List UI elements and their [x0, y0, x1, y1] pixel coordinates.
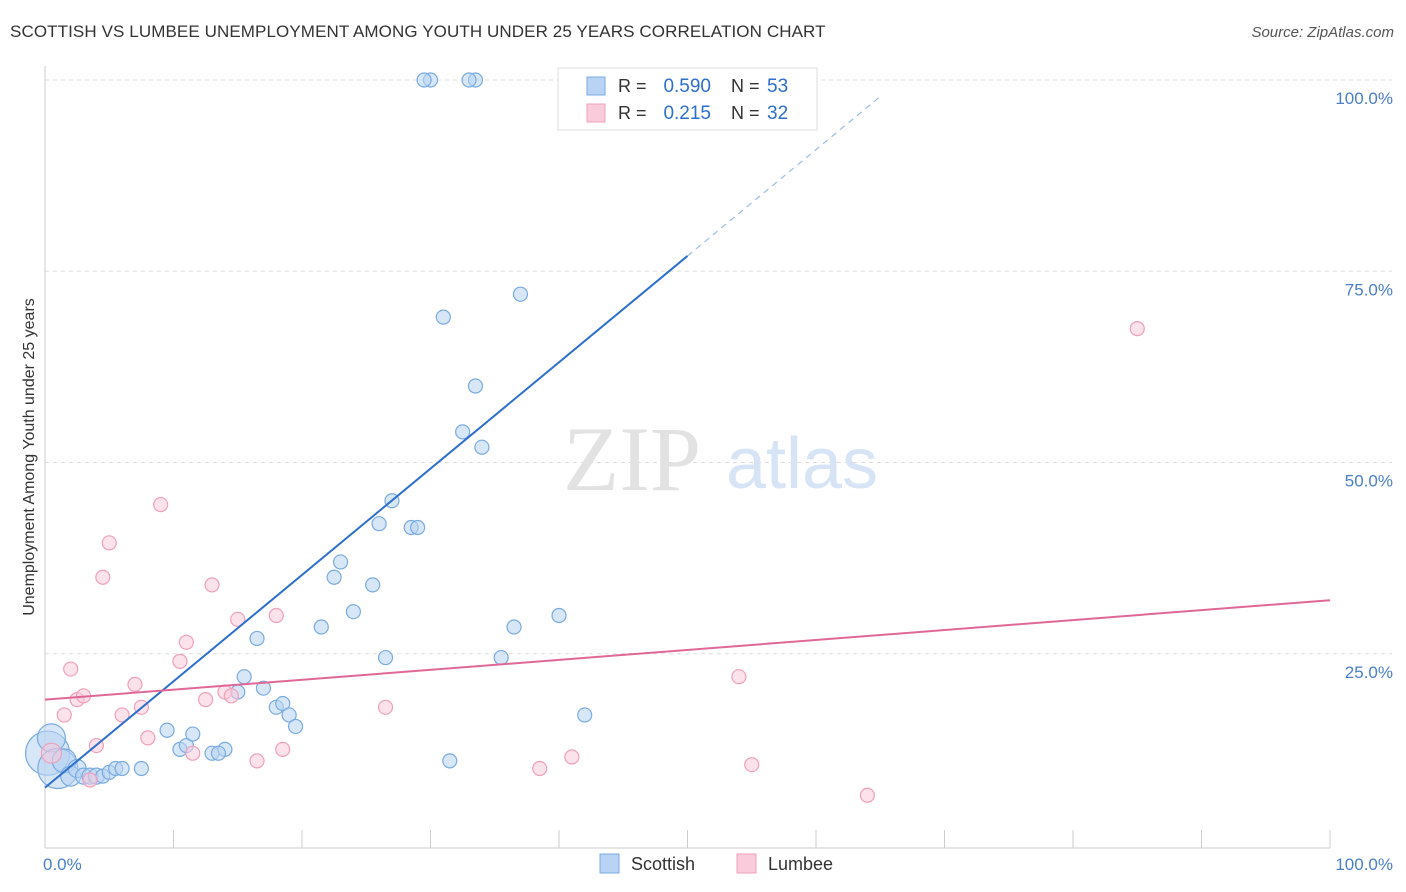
legend-stats: R = 0.590 N = 53 R = 0.215 N = 32 — [557, 67, 818, 131]
scottish-point — [159, 722, 175, 738]
lumbee-point — [95, 569, 111, 585]
lumbee-point — [230, 611, 246, 627]
scottish-point — [442, 753, 458, 769]
x-tick-label-max: 100.0% — [1335, 855, 1393, 874]
scottish-point — [255, 680, 272, 696]
scottish-point — [551, 607, 567, 624]
lumbee-point — [223, 688, 239, 704]
lumbee-point — [564, 749, 580, 765]
scottish-point — [435, 309, 451, 325]
scottish-point — [133, 760, 149, 777]
x-tick-label-min: 0.0% — [43, 855, 82, 874]
lumbee-point — [185, 745, 201, 761]
lumbee-series-label: Lumbee — [768, 854, 833, 874]
scottish-point — [249, 630, 265, 647]
scottish-point — [210, 745, 227, 761]
lumbee-point — [172, 653, 188, 670]
scottish-point — [185, 726, 201, 742]
lumbee-point — [1129, 321, 1145, 337]
legend-series: Scottish Lumbee — [599, 853, 833, 874]
scottish-trend-line — [44, 255, 689, 789]
scottish-point — [313, 619, 329, 635]
scottish-point — [275, 695, 291, 712]
scottish-point — [236, 669, 252, 685]
lumbee-point — [40, 742, 63, 764]
scottish-point — [410, 519, 426, 536]
lumbee-point — [731, 669, 747, 685]
lumbee-point — [268, 607, 284, 624]
scottish-point — [416, 72, 432, 88]
lumbee-point — [532, 760, 548, 777]
lumbee-point — [114, 707, 130, 723]
scottish-point — [345, 604, 361, 620]
axes — [44, 66, 1331, 849]
scottish-series-swatch — [599, 853, 620, 874]
lumbee-point — [101, 535, 117, 551]
lumbee-point — [127, 676, 143, 692]
chart-title: SCOTTISH VS LUMBEE UNEMPLOYMENT AMONG YO… — [10, 22, 826, 41]
y-axis-label: Unemployment Among Youth under 25 years — [21, 298, 38, 616]
x-tick-labels: 0.0% 100.0% — [43, 855, 1393, 874]
trend-lines — [44, 95, 1331, 789]
scottish-r-label: R = — [618, 76, 647, 96]
scottish-point — [474, 439, 490, 455]
gridlines — [45, 79, 1392, 655]
scottish-point — [287, 718, 304, 735]
lumbee-point — [140, 730, 156, 746]
lumbee-point — [859, 787, 876, 803]
scottish-trend-extension — [687, 95, 881, 257]
scottish-r-value: 0.590 — [663, 76, 711, 97]
scottish-n-label: N = — [731, 76, 760, 96]
watermark-atlas: atlas — [726, 424, 878, 504]
lumbee-legend-swatch — [586, 103, 606, 123]
lumbee-n-value: 32 — [767, 103, 788, 124]
lumbee-point — [56, 707, 72, 723]
lumbee-point — [198, 692, 214, 708]
lumbee-r-label: R = — [618, 103, 647, 123]
y-tick-labels: 25.0% 50.0% 75.0% 100.0% — [1335, 89, 1393, 682]
y-tick-label: 100.0% — [1335, 89, 1393, 108]
y-tick-label: 50.0% — [1345, 472, 1393, 491]
watermark-zip: ZIP — [563, 408, 701, 510]
lumbee-point — [82, 772, 98, 788]
y-tick-label: 25.0% — [1345, 663, 1393, 682]
scottish-point — [506, 619, 522, 635]
scottish-n-value: 53 — [767, 76, 788, 97]
chart-source: Source: ZipAtlas.com — [1251, 24, 1394, 41]
scottish-point — [371, 516, 387, 532]
lumbee-point — [275, 741, 291, 757]
scottish-point — [461, 72, 477, 88]
scottish-point — [577, 707, 593, 723]
lumbee-point — [204, 577, 220, 593]
scottish-point — [114, 760, 130, 777]
lumbee-point — [178, 634, 194, 650]
scottish-point — [332, 554, 349, 570]
lumbee-r-value: 0.215 — [663, 103, 711, 124]
lumbee-point — [153, 496, 169, 513]
lumbee-point — [63, 661, 79, 677]
y-tick-label: 75.0% — [1345, 280, 1393, 299]
lumbee-n-label: N = — [731, 103, 760, 123]
scottish-point — [326, 569, 342, 585]
scottish-point — [467, 378, 484, 394]
lumbee-point — [744, 757, 760, 773]
scottish-point — [365, 577, 381, 593]
lumbee-point — [377, 699, 394, 715]
scottish-point — [455, 424, 471, 440]
scottish-point — [377, 649, 394, 666]
scottish-point — [281, 707, 297, 723]
scottish-legend-swatch — [586, 76, 606, 96]
lumbee-trend-line — [44, 599, 1331, 701]
scottish-point — [493, 649, 509, 666]
lumbee-point — [249, 753, 265, 769]
scottish-point — [512, 286, 529, 302]
scottish-series-label: Scottish — [631, 854, 695, 874]
lumbee-series-swatch — [736, 853, 757, 874]
